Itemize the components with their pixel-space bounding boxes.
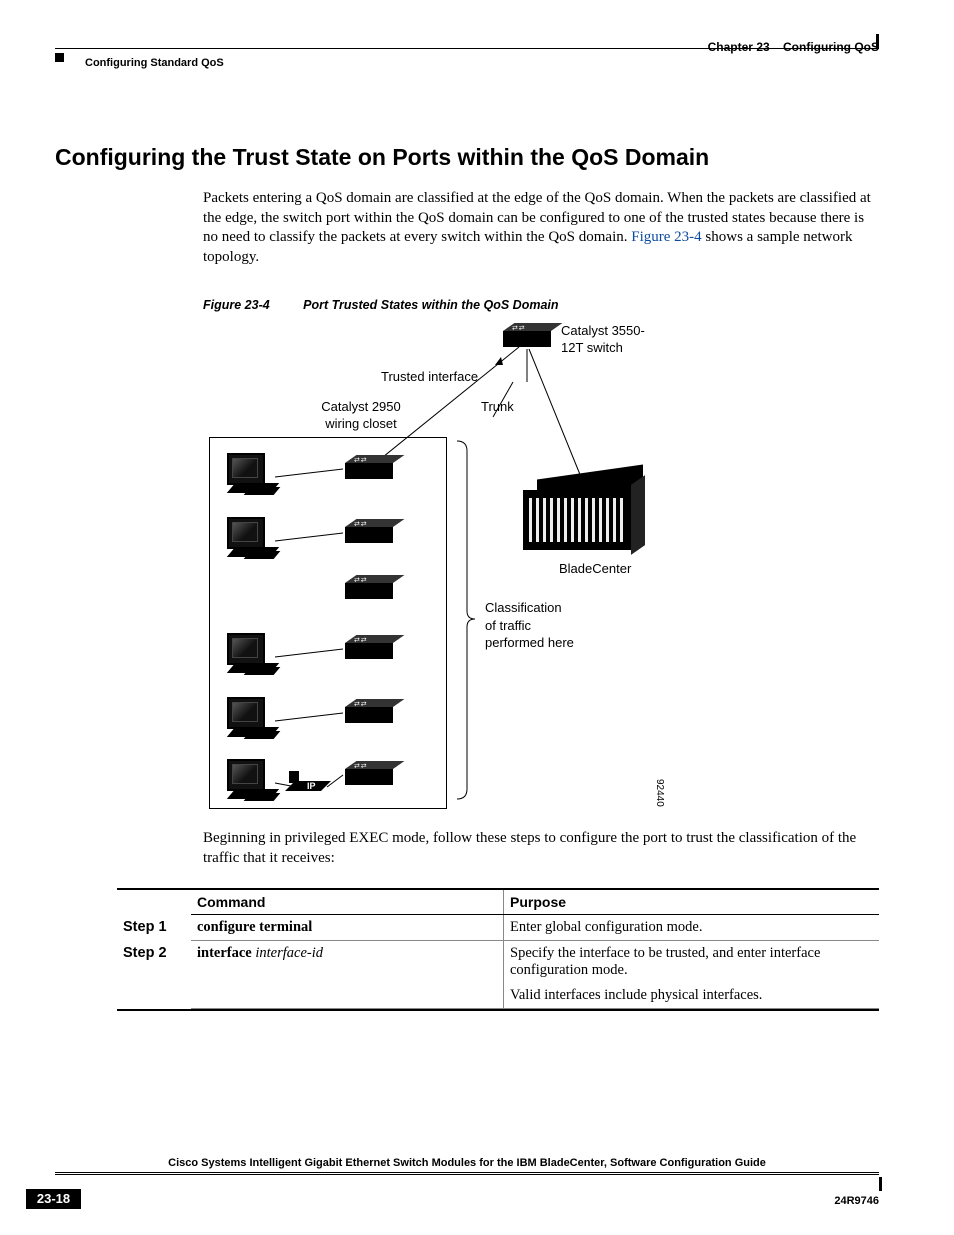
chapter-title: Configuring QoS <box>783 40 879 54</box>
switch-icon: ⇄ ⇄ <box>345 463 393 479</box>
page-number: 23-18 <box>26 1189 81 1209</box>
table-header-row: Command Purpose <box>117 890 879 915</box>
page-footer: Cisco Systems Intelligent Gigabit Ethern… <box>55 1157 879 1207</box>
switch-icon: ⇄ ⇄ <box>345 643 393 659</box>
header-rule <box>55 48 879 49</box>
figure-number: Figure 23-4 <box>203 298 270 312</box>
step-label: Step 1 <box>117 915 191 941</box>
step-label: Step 2 <box>117 941 191 1009</box>
table-row: Step 1 configure terminal Enter global c… <box>117 915 879 941</box>
purpose-header: Purpose <box>504 890 880 915</box>
switch-icon: ⇄ ⇄ <box>345 583 393 599</box>
top-switch-label: Catalyst 3550-12T switch <box>561 323 663 356</box>
header-vertical-marker <box>876 34 879 48</box>
switch-icon: ⇄ ⇄ <box>503 331 551 347</box>
network-topology-figure: ⇄ ⇄ Catalyst 3550-12T switch Trusted int… <box>203 327 663 807</box>
purpose-cell: Enter global configuration mode. <box>504 915 880 941</box>
ip-label: IP <box>307 781 316 791</box>
page-header: Chapter 23 Configuring QoS Configuring S… <box>55 40 879 64</box>
bladecenter-icon <box>523 472 643 552</box>
switch-icon: ⇄ ⇄ <box>345 707 393 723</box>
figure-reference-link[interactable]: Figure 23-4 <box>631 229 701 245</box>
workstation-icon <box>227 517 267 555</box>
footer-vertical-marker <box>879 1177 882 1191</box>
purpose-cell: Specify the interface to be trusted, and… <box>504 941 880 984</box>
figure-id: 92440 <box>654 779 665 807</box>
guide-title: Cisco Systems Intelligent Gigabit Ethern… <box>55 1157 879 1169</box>
header-square-marker <box>55 53 64 62</box>
workstation-icon <box>227 453 267 491</box>
post-figure-paragraph: Beginning in privileged EXEC mode, follo… <box>203 829 879 868</box>
classification-label: Classificationof trafficperformed here <box>485 599 574 652</box>
switch-icon: ⇄ ⇄ <box>345 769 393 785</box>
figure-title: Port Trusted States within the QoS Domai… <box>303 298 558 312</box>
command-cell: interface interface-id <box>191 941 504 1009</box>
command-header: Command <box>191 890 504 915</box>
chapter-label: Chapter 23 <box>708 40 770 54</box>
purpose-cell: Valid interfaces include physical interf… <box>504 983 880 1009</box>
ip-phone-icon: IP <box>283 767 335 797</box>
trusted-interface-label: Trusted interface <box>381 369 478 384</box>
switch-icon: ⇄ ⇄ <box>345 527 393 543</box>
bladecenter-label: BladeCenter <box>559 561 631 576</box>
trunk-label: Trunk <box>481 399 514 414</box>
workstation-icon <box>227 759 267 797</box>
section-heading: Configuring the Trust State on Ports wit… <box>55 144 879 171</box>
config-steps-table: Command Purpose Step 1 configure termina… <box>117 890 879 1009</box>
workstation-icon <box>227 633 267 671</box>
workstation-icon <box>227 697 267 735</box>
figure-caption: Figure 23-4 Port Trusted States within t… <box>203 297 879 313</box>
table-row: Step 2 interface interface-id Specify th… <box>117 941 879 984</box>
intro-paragraph: Packets entering a QoS domain are classi… <box>203 189 879 267</box>
section-breadcrumb: Configuring Standard QoS <box>85 57 224 69</box>
command-cell: configure terminal <box>191 915 504 941</box>
closet-label: Catalyst 2950wiring closet <box>301 399 421 433</box>
document-number: 24R9746 <box>834 1195 879 1207</box>
